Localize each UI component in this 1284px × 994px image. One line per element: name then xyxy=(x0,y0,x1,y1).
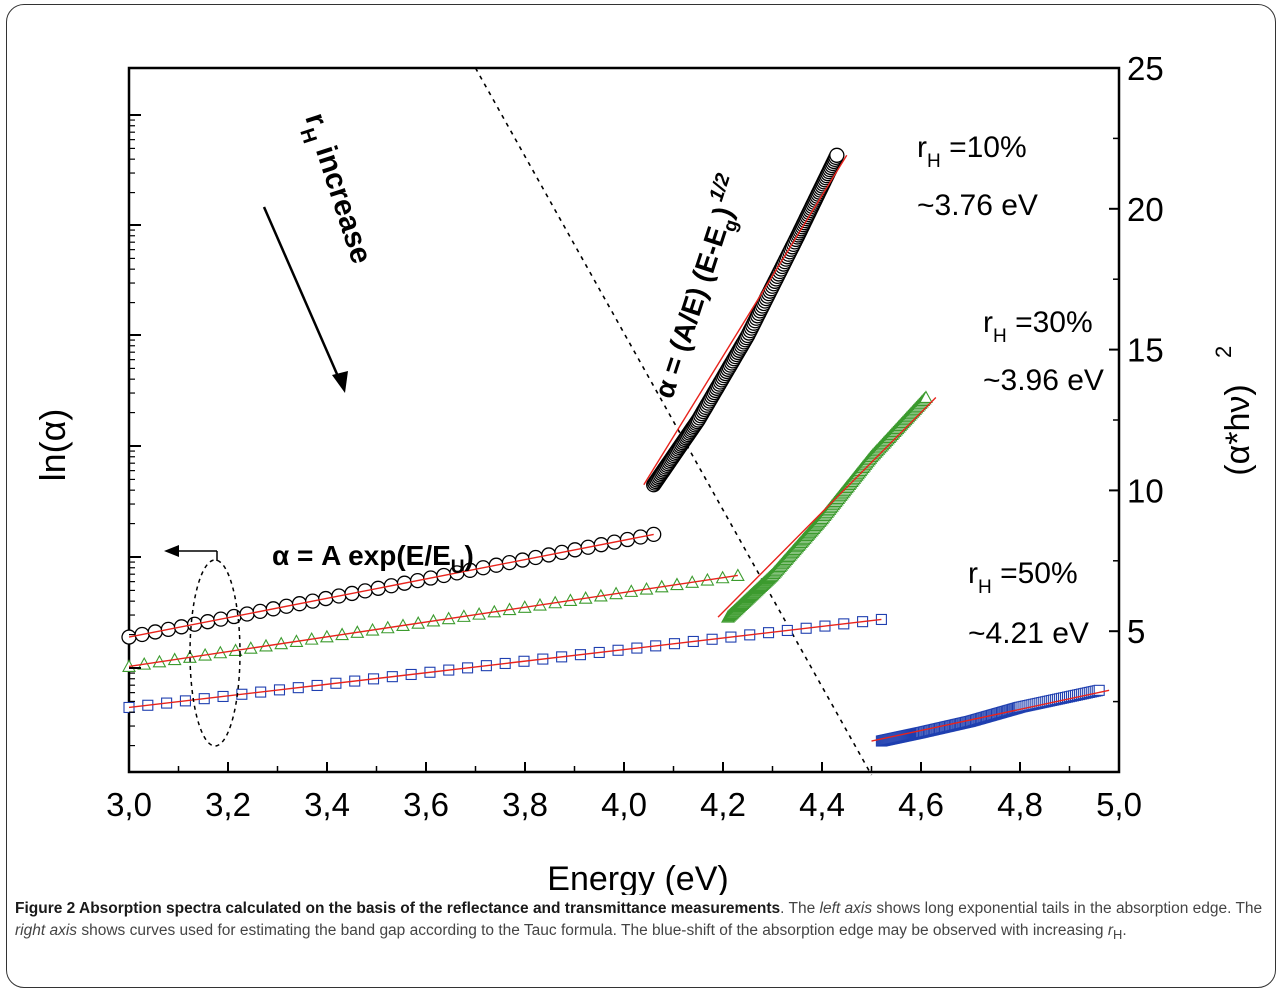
series-label-30: rH =30% ~3.96 eV xyxy=(983,306,1104,397)
series-label-50: rH =50% ~4.21 eV xyxy=(968,557,1089,650)
y-right-tick-label: 10 xyxy=(1127,472,1164,509)
series-triangle-right xyxy=(721,390,933,623)
x-axis-label: Energy (eV) xyxy=(547,860,728,895)
data-point xyxy=(919,390,933,404)
exp-formula-annotation: α = A exp(E/EU) xyxy=(272,540,474,578)
data-point xyxy=(829,147,845,163)
y-right-tick-label: 25 xyxy=(1127,50,1164,87)
rh-increase-arrow xyxy=(262,206,348,393)
fit-line xyxy=(128,574,738,668)
svg-text:rH =30%: rH =30% xyxy=(983,306,1093,347)
x-tick-label: 4,2 xyxy=(700,786,746,823)
figure-panel: 3,0 3,2 3,4 3,6 3,8 4,0 4,2 4,4 4,6 4,8 5,0 5 10 15 20… xyxy=(6,4,1276,988)
svg-text:~3.76 eV: ~3.76 eV xyxy=(917,189,1038,222)
rh-increase-annotation: rH increase xyxy=(292,109,378,270)
svg-text:~3.96 eV: ~3.96 eV xyxy=(983,364,1104,397)
x-tick-label: 5,0 xyxy=(1096,786,1142,823)
figure-caption: Figure 2 Absorption spectra calculated o… xyxy=(15,900,1263,943)
chart: 3,0 3,2 3,4 3,6 3,8 4,0 4,2 4,4 4,6 4,8 5,0 5 10 15 20… xyxy=(32,50,1257,895)
series-circle-right xyxy=(646,147,845,493)
data-marks xyxy=(121,147,1105,747)
series-square-right xyxy=(875,684,1105,747)
fit-line xyxy=(871,689,1110,742)
left-axis-pointer xyxy=(164,545,241,747)
y-right-tick-label: 5 xyxy=(1127,613,1145,650)
tauc-formula-annotation: α = (A/E) (E-Eg)1/2 xyxy=(643,171,756,404)
x-tick-label: 3,6 xyxy=(403,786,449,823)
plot-frame xyxy=(127,66,1121,774)
fit-line xyxy=(128,618,882,709)
y-axis-right-label: (α*hν) 2 xyxy=(1211,346,1257,476)
svg-text:(α*hν): (α*hν) xyxy=(1219,384,1257,475)
x-tick-label: 4,8 xyxy=(997,786,1043,823)
x-tick-label: 3,8 xyxy=(502,786,548,823)
x-tick-label: 4,6 xyxy=(898,786,944,823)
x-tick-label: 3,4 xyxy=(304,786,350,823)
y-right-tick-label: 15 xyxy=(1127,332,1164,369)
fit-lines xyxy=(128,154,1110,742)
x-tick-label: 4,0 xyxy=(601,786,647,823)
series-label-10: rH =10% ~3.76 eV xyxy=(917,131,1038,222)
x-tick-label: 3,0 xyxy=(106,786,152,823)
svg-text:rH =10%: rH =10% xyxy=(917,131,1027,172)
plot-area xyxy=(127,66,1121,776)
svg-text:rH increase: rH increase xyxy=(292,109,378,270)
fit-line xyxy=(643,154,848,486)
fit-line xyxy=(128,533,654,638)
y-axis-left-label: ln(α) xyxy=(32,409,73,482)
svg-text:α = (A/E) (E-Eg)1/2: α = (A/E) (E-Eg)1/2 xyxy=(643,171,756,404)
svg-text:~4.21 eV: ~4.21 eV xyxy=(968,617,1089,650)
axis-ticks: 3,0 3,2 3,4 3,6 3,8 4,0 4,2 4,4 4,6 4,8 5,0 5 10 15 20… xyxy=(106,50,1164,823)
fit-line xyxy=(717,396,937,618)
data-point xyxy=(1093,684,1105,696)
x-tick-label: 4,4 xyxy=(799,786,845,823)
y-right-tick-label: 20 xyxy=(1127,191,1164,228)
data-point xyxy=(730,568,745,582)
svg-text:rH =50%: rH =50% xyxy=(968,557,1078,598)
svg-text:α = A exp(E/EU): α = A exp(E/EU) xyxy=(272,540,474,578)
caption-title: Figure 2 Absorption spectra calculated o… xyxy=(15,900,781,917)
guide-line xyxy=(474,67,873,776)
svg-text:2: 2 xyxy=(1211,346,1236,358)
x-tick-label: 3,2 xyxy=(205,786,251,823)
